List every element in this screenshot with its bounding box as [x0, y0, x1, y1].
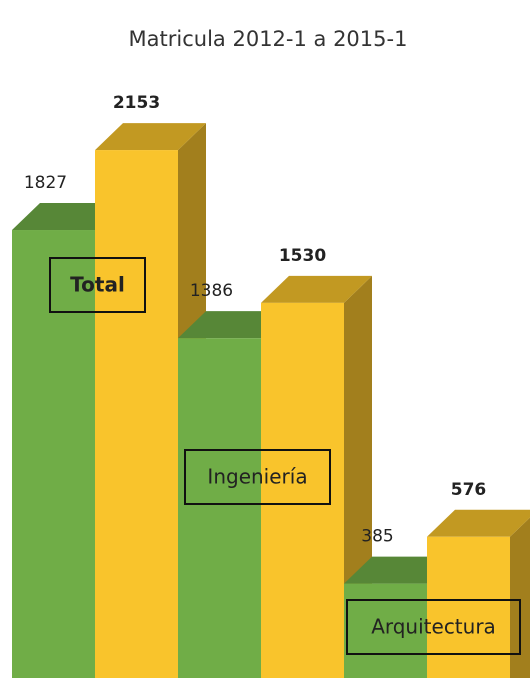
category-label: Total — [70, 273, 125, 297]
chart-title: Matricula 2012-1 a 2015-1 — [129, 27, 408, 51]
value-label: 385 — [361, 527, 393, 547]
bar — [427, 536, 510, 678]
bar-top — [261, 275, 372, 303]
category-label: Arquitectura — [371, 615, 496, 639]
value-label: 576 — [451, 480, 487, 500]
value-label: 1530 — [279, 246, 326, 266]
category-box — [346, 599, 521, 655]
value-label: 1827 — [24, 173, 67, 193]
value-label: 2153 — [113, 93, 160, 113]
bar — [261, 302, 344, 678]
bar — [12, 230, 95, 678]
bar-top — [95, 123, 206, 151]
bar-top — [427, 509, 530, 537]
bar — [95, 150, 178, 678]
category-box — [49, 257, 146, 313]
bar — [178, 338, 261, 678]
value-label: 1386 — [190, 281, 233, 301]
category-label: Ingeniería — [207, 465, 307, 489]
category-box — [184, 449, 331, 505]
bar-side — [510, 517, 530, 678]
